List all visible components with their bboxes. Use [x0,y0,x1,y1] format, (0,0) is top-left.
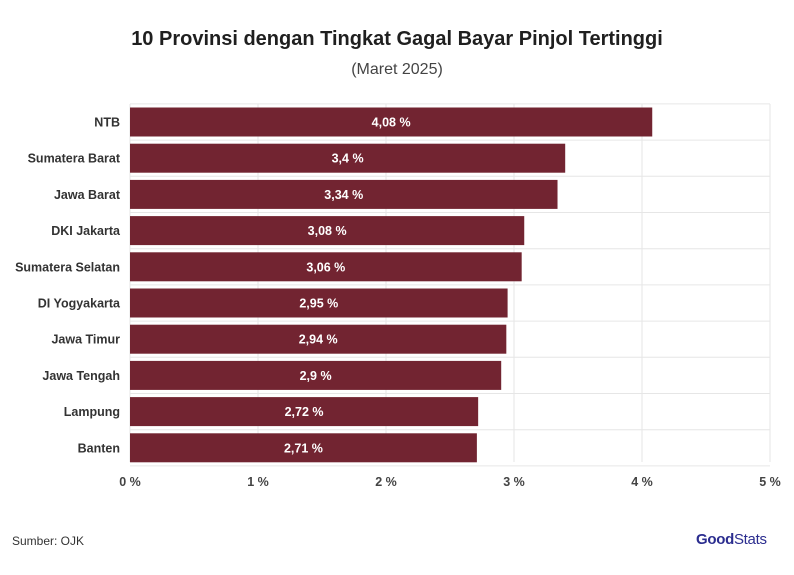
x-tick-label: 0 % [119,475,141,489]
bar [130,107,653,137]
value-label: 3,34 % [324,188,363,202]
bar [130,433,477,463]
category-label: Jawa Barat [54,188,121,202]
logo-stats-text: Stats [733,531,767,548]
category-label: Sumatera Barat [28,152,121,166]
category-label: Jawa Tengah [42,369,120,383]
bar [130,324,507,354]
value-label: 2,72 % [285,405,324,419]
value-label: 3,08 % [308,224,347,238]
category-label: DKI Jakarta [51,224,121,238]
value-label: 2,71 % [284,441,323,455]
chart-title: 10 Provinsi dengan Tingkat Gagal Bayar P… [131,28,663,50]
bar [130,216,525,246]
bar [130,360,502,390]
goodstats-logo: GoodStats [696,531,767,548]
bar [130,179,558,209]
value-label: 3,4 % [332,152,364,166]
category-label: Jawa Timur [51,333,120,347]
category-label: NTB [94,116,120,130]
logo-good-text: Good [696,531,734,548]
category-label: DI Yogyakarta [38,297,121,311]
x-tick-label: 3 % [503,475,525,489]
x-tick-label: 5 % [759,475,781,489]
bar [130,288,508,318]
category-label: Sumatera Selatan [15,260,120,274]
x-tick-label: 4 % [631,475,653,489]
bar [130,397,479,427]
value-label: 2,94 % [299,333,338,347]
category-label: Banten [78,441,120,455]
x-tick-label: 2 % [375,475,397,489]
value-label: 2,9 % [300,369,332,383]
value-label: 4,08 % [372,116,411,130]
value-label: 2,95 % [299,297,338,311]
chart-subtitle: (Maret 2025) [351,61,443,78]
x-tick-label: 1 % [247,475,269,489]
value-label: 3,06 % [306,260,345,274]
bar-chart: NTB 4,08 % Sumatera Barat 3,4 % Jawa Barat 3,… [15,103,781,489]
bar [130,143,566,173]
bar [130,252,522,282]
source-note: Sumber: OJK [12,534,85,548]
category-label: Lampung [64,405,120,419]
